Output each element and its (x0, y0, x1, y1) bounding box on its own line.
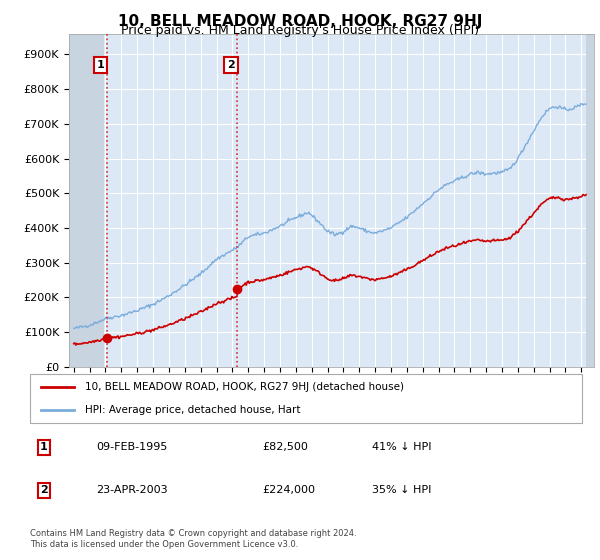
Text: £224,000: £224,000 (262, 486, 315, 495)
Text: 35% ↓ HPI: 35% ↓ HPI (372, 486, 431, 495)
Text: 1: 1 (97, 60, 104, 70)
Text: 2: 2 (227, 60, 235, 70)
Text: HPI: Average price, detached house, Hart: HPI: Average price, detached house, Hart (85, 405, 301, 416)
Text: 2: 2 (40, 486, 47, 495)
Text: £82,500: £82,500 (262, 442, 308, 452)
Bar (69, 34, 104, 367)
Text: 10, BELL MEADOW ROAD, HOOK, RG27 9HJ: 10, BELL MEADOW ROAD, HOOK, RG27 9HJ (118, 14, 482, 29)
Text: 1: 1 (40, 442, 47, 452)
Text: 09-FEB-1995: 09-FEB-1995 (96, 442, 167, 452)
Bar (586, 34, 594, 367)
FancyBboxPatch shape (30, 374, 582, 423)
Text: 41% ↓ HPI: 41% ↓ HPI (372, 442, 432, 452)
Text: 10, BELL MEADOW ROAD, HOOK, RG27 9HJ (detached house): 10, BELL MEADOW ROAD, HOOK, RG27 9HJ (de… (85, 382, 404, 393)
Text: 23-APR-2003: 23-APR-2003 (96, 486, 168, 495)
Text: Contains HM Land Registry data © Crown copyright and database right 2024.
This d: Contains HM Land Registry data © Crown c… (30, 529, 356, 549)
Text: Price paid vs. HM Land Registry's House Price Index (HPI): Price paid vs. HM Land Registry's House … (121, 24, 479, 37)
